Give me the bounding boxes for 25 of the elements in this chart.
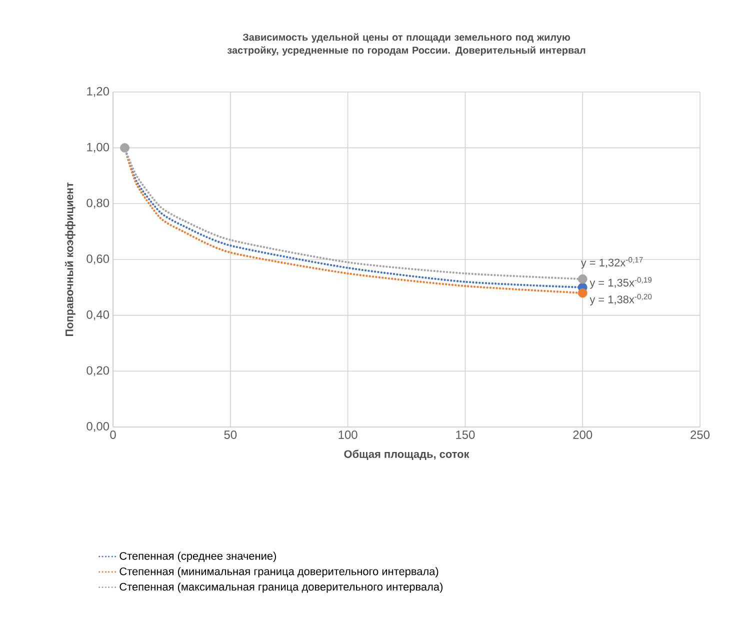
point bbox=[120, 143, 130, 153]
chart-title: Зависимость удельной цены от площади земельного под жилую застройку, усредненные по городам России. Доверительный интервал bbox=[227, 33, 586, 56]
y-tick-label: 1,20 bbox=[87, 87, 110, 97]
annotation: y = 1,35x$^{-0,19}$ bbox=[590, 277, 652, 289]
annotation: y = 1,32x$^{-0,17}$ bbox=[580, 257, 643, 269]
x-tick-label: 150 bbox=[456, 430, 475, 439]
x-tick-label: 100 bbox=[338, 430, 358, 439]
annotation: y = 1,38x$^{-0,20}$ bbox=[590, 294, 652, 306]
x-tick-label: 250 bbox=[690, 430, 710, 439]
legend-label: Степенная (минимальная граница доверительного интервала) bbox=[120, 567, 438, 578]
y-tick-label: 0,20 bbox=[86, 366, 110, 376]
x-tick-label: 200 bbox=[573, 430, 592, 439]
y-tick-label: 0,00 bbox=[86, 422, 110, 432]
x-tick-label: 50 bbox=[224, 430, 237, 439]
x-tick-label: 0 bbox=[110, 430, 116, 439]
legend-label: Степенная (максимальная граница доверительного интервала) bbox=[120, 582, 442, 593]
y-tick-label: 0,60 bbox=[86, 254, 110, 264]
y-tick-label: 0,80 bbox=[86, 198, 110, 209]
y-axis-title: Поправочный коэффициент bbox=[64, 182, 76, 336]
y-tick-label: 1,00 bbox=[87, 142, 110, 153]
y-tick-label: 0,40 bbox=[86, 310, 110, 320]
point bbox=[578, 288, 588, 298]
legend-label: Степенная (среднее значение) bbox=[120, 552, 276, 562]
point bbox=[578, 274, 588, 284]
x-axis-title: Общая площадь, соток bbox=[344, 450, 470, 460]
